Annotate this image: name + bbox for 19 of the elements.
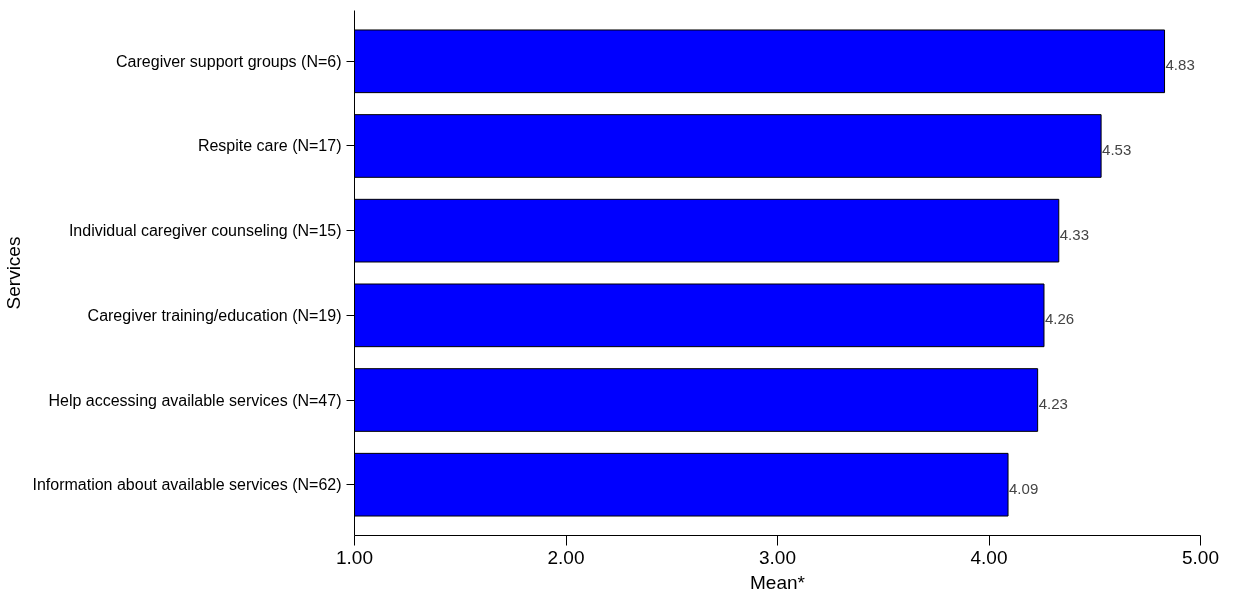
data-label: 4.23 bbox=[1038, 395, 1068, 413]
y-tick-label: Help accessing available services (N=47) bbox=[48, 391, 342, 409]
x-tick-label: 3.00 bbox=[759, 546, 796, 568]
y-tick-label: Respite care (N=17) bbox=[197, 137, 342, 155]
x-tick-label: 1.00 bbox=[336, 546, 373, 568]
data-label: 4.53 bbox=[1102, 140, 1132, 158]
y-axis-title: Services bbox=[3, 236, 25, 310]
data-label: 4.26 bbox=[1044, 310, 1075, 328]
data-label: 4.33 bbox=[1059, 225, 1089, 243]
y-tick-label: Caregiver training/education (N=19) bbox=[87, 306, 342, 324]
y-tick-label: Information about available services (N=62) bbox=[32, 476, 342, 494]
data-label: 4.83 bbox=[1165, 56, 1195, 74]
x-tick-label: 5.00 bbox=[1182, 546, 1219, 568]
x-tick-label: 4.00 bbox=[970, 546, 1008, 568]
x-axis-title: Mean* bbox=[750, 571, 806, 593]
y-tick-label: Individual caregiver counseling (N=15) bbox=[68, 222, 342, 240]
data-label: 4.09 bbox=[1009, 479, 1039, 497]
y-tick-label: Caregiver support groups (N=6) bbox=[116, 52, 342, 70]
x-tick-label: 2.00 bbox=[547, 546, 585, 568]
